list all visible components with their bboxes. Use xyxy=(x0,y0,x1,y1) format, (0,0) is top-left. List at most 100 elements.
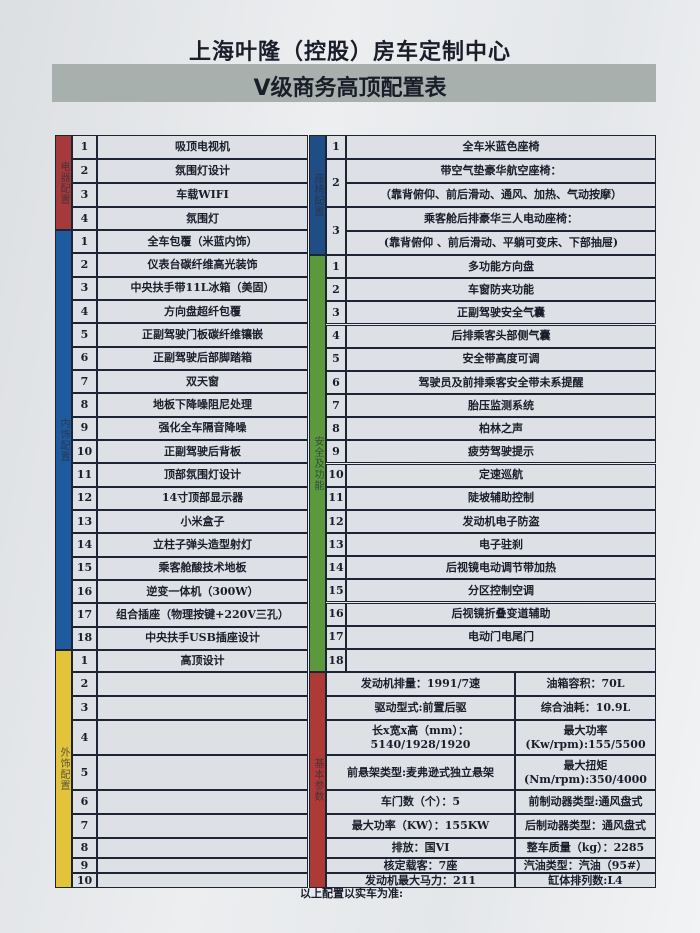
table-row-item: 带空气垫豪华航空座椅： xyxy=(346,159,656,183)
table-row-item: 车窗防夹功能 xyxy=(346,278,656,302)
category-1: 内饰配置 xyxy=(55,230,72,650)
param-cell: 缸体排列数:L4 xyxy=(515,873,656,888)
row-number: 9 xyxy=(72,858,97,873)
param-cell: 最大功率 (Kw/rpm):155/5500 xyxy=(515,720,656,755)
category-label: 外饰配置 xyxy=(58,747,69,791)
category-safety: 安全及功能 xyxy=(309,255,326,672)
category-label: 座椅配置 xyxy=(312,173,323,217)
row-number: 10 xyxy=(326,463,346,487)
table-row-item: 组合插座（物理按键+220V三孔） xyxy=(97,603,308,627)
table-row-item: 正副驾驶安全气囊 xyxy=(346,301,656,325)
title-band xyxy=(52,64,656,102)
table-row-item: 正副驾驶后部脚踏箱 xyxy=(97,346,308,370)
param-cell: 前悬架类型:麦弗逊式独立悬架 xyxy=(326,755,515,790)
table-row-item: 顶部氛围灯设计 xyxy=(97,463,308,487)
category-label: 安全及功能 xyxy=(312,436,323,491)
row-number: 14 xyxy=(72,533,97,557)
row-number: 7 xyxy=(72,814,97,838)
row-number: 17 xyxy=(326,625,346,649)
table-row-item: 高顶设计 xyxy=(97,650,308,672)
table-row-item: 安全带高度可调 xyxy=(346,347,656,371)
param-cell: 车门数（个）：5 xyxy=(326,790,515,814)
table-row-item: 驾驶员及前排乘客安全带未系提醒 xyxy=(346,370,656,394)
param-cell: 油箱容积：70L xyxy=(515,672,656,696)
table-row-item: 立柱子弹头造型射灯 xyxy=(97,533,308,557)
param-cell: 发动机排量：1991/7速 xyxy=(326,672,515,696)
row-number: 10 xyxy=(72,440,97,464)
row-number: 16 xyxy=(326,602,346,626)
row-number: 3 xyxy=(326,207,346,255)
row-number: 18 xyxy=(326,648,346,672)
row-number: 14 xyxy=(326,556,346,580)
row-number: 1 xyxy=(326,255,346,279)
table-row-item: 小米盒子 xyxy=(97,510,308,534)
row-number: 3 xyxy=(326,301,346,325)
param-cell: 汽油类型：汽油（95#） xyxy=(515,858,656,873)
category-label: 内饰配置 xyxy=(58,418,69,462)
table-row-item: 柏林之声 xyxy=(346,417,656,441)
row-number: 5 xyxy=(326,347,346,371)
row-number: 6 xyxy=(326,370,346,394)
table-row-item: 氛围灯设计 xyxy=(97,159,308,183)
category-params: 基本参数 xyxy=(309,672,326,888)
table-row-item: 乘客舱后排豪华三人电动座椅： xyxy=(346,207,656,231)
table-row-item: 双天窗 xyxy=(97,370,308,394)
category-label: 基本参数 xyxy=(312,758,323,802)
table-row-item: 全车米蓝色座椅 xyxy=(346,135,656,159)
table-row-item: 多功能方向盘 xyxy=(346,255,656,279)
row-number: 3 xyxy=(72,696,97,720)
row-number: 1 xyxy=(72,230,97,254)
row-number: 4 xyxy=(72,720,97,755)
footnote: 以上配置以实车为准: xyxy=(300,887,404,900)
row-number: 15 xyxy=(72,556,97,580)
table-row-item xyxy=(97,696,308,720)
row-number: 6 xyxy=(72,790,97,814)
row-number: 8 xyxy=(72,838,97,858)
table-row-item: 定速巡航 xyxy=(346,463,656,487)
table-row-item xyxy=(97,672,308,696)
table-row-item: 14寸顶部显示器 xyxy=(97,486,308,510)
param-cell: 长x宽x高（mm）：5140/1928/1920 xyxy=(326,720,515,755)
row-number: 2 xyxy=(72,159,97,183)
table-row-item: 乘客舱酸技术地板 xyxy=(97,556,308,580)
row-number: 1 xyxy=(72,650,97,672)
row-number: 8 xyxy=(326,417,346,441)
row-number: 5 xyxy=(72,755,97,790)
table-row-item xyxy=(97,790,308,814)
table-row-item: 强化全车隔音降噪 xyxy=(97,416,308,440)
row-number: 5 xyxy=(72,323,97,347)
row-number: 4 xyxy=(72,207,97,230)
row-number: 7 xyxy=(72,370,97,394)
table-row-item: 仪表台碳纤维高光装饰 xyxy=(97,253,308,277)
param-cell: 驱动型式:前置后驱 xyxy=(326,696,515,720)
row-number: 12 xyxy=(326,509,346,533)
table-row-item: 逆变一体机（300W） xyxy=(97,580,308,604)
row-number: 16 xyxy=(72,580,97,604)
table-row-item: 分区控制空调 xyxy=(346,579,656,603)
row-number: 6 xyxy=(72,346,97,370)
category-seats: 座椅配置 xyxy=(309,135,326,255)
table-row-item xyxy=(97,720,308,755)
table-row-item: 电子驻刹 xyxy=(346,533,656,557)
row-number: 17 xyxy=(72,603,97,627)
row-number: 9 xyxy=(72,416,97,440)
row-number: 3 xyxy=(72,183,97,207)
row-number: 18 xyxy=(72,626,97,650)
row-number: 11 xyxy=(326,486,346,510)
table-row-item xyxy=(97,755,308,790)
param-cell: 最大扭矩 (Nm/rpm):350/4000 xyxy=(515,755,656,790)
row-number: 10 xyxy=(72,873,97,888)
company-title: 上海叶隆（控股）房车定制中心 xyxy=(188,40,511,65)
row-number: 2 xyxy=(72,253,97,277)
table-row-item: 疲劳驾驶提示 xyxy=(346,440,656,464)
row-number: 1 xyxy=(72,135,97,159)
table-row-item xyxy=(346,648,656,672)
table-row-item: 电动门电尾门 xyxy=(346,625,656,649)
table-row-item: 正副驾驶后背板 xyxy=(97,440,308,464)
row-number: 4 xyxy=(326,324,346,348)
row-number: 2 xyxy=(326,159,346,207)
table-row-item: （靠背俯仰、前后滑动、通风、加热、气动按摩） xyxy=(346,183,656,207)
category-2: 外饰配置 xyxy=(55,650,72,888)
table-row-item: 后视镜折叠变道辅助 xyxy=(346,602,656,626)
param-cell: 前制动器类型:通风盘式 xyxy=(515,790,656,814)
